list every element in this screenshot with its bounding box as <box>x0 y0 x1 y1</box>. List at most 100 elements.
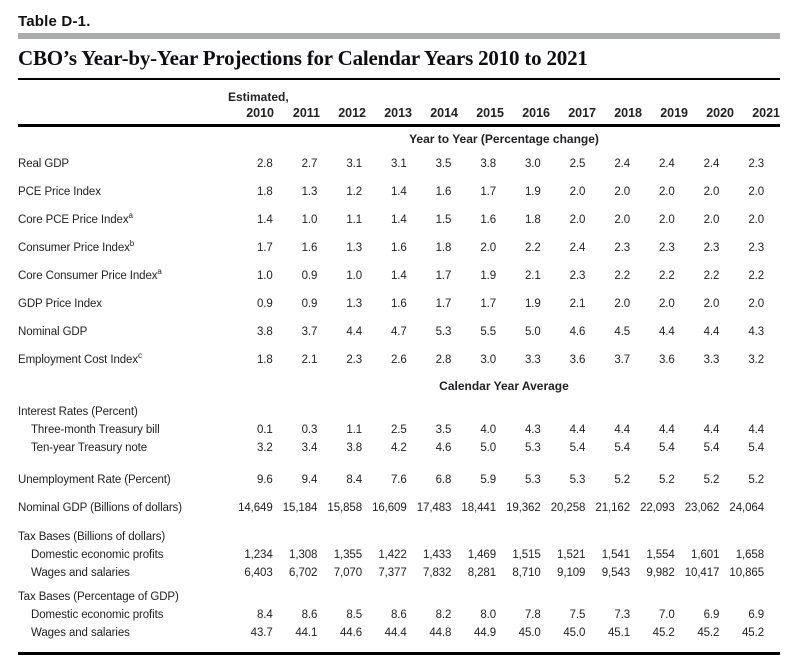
cell: 6.9 <box>748 609 764 621</box>
cell: 2.3 <box>748 158 764 170</box>
cell: 9,109 <box>557 567 586 579</box>
cell: 5.5 <box>480 326 496 338</box>
year-column-header: 2011 <box>292 106 320 120</box>
cell: 3.2 <box>748 354 764 366</box>
cell: 1.2 <box>346 186 362 198</box>
table-row: Three-month Treasury bill 0.1 0.3 1.1 2.5 3.5… <box>18 421 780 439</box>
cell: 1,601 <box>691 549 720 561</box>
cell: 2.2 <box>748 270 764 282</box>
cell: 3.0 <box>524 158 541 170</box>
year-column-header: 2021 <box>752 106 780 120</box>
cell: 2.5 <box>390 424 407 436</box>
cell: 3.6 <box>658 354 675 366</box>
cell: 44.1 <box>295 627 318 639</box>
table-row: Ten-year Treasury note 3.2 3.4 3.8 4.2 4.6 5.0… <box>18 439 780 457</box>
cell: 5.0 <box>524 326 541 338</box>
cell: 2.4 <box>569 242 586 254</box>
cell: 1.0 <box>256 270 273 282</box>
cell: 1,433 <box>423 549 452 561</box>
table-row: Domestic economic profits 1,234 1,308 1,355… <box>18 546 780 564</box>
cell: 1.8 <box>524 214 541 226</box>
cell: 2.0 <box>658 298 675 310</box>
table-row: Unemployment Rate (Percent) 9.6 9.4 8.4 7.6 6… <box>18 466 780 494</box>
cell: 24,064 <box>729 502 764 514</box>
table-row: Domestic economic profits 8.4 8.6 8.5 8.6 8.2… <box>18 606 780 624</box>
cell: 1,422 <box>378 549 407 561</box>
cell: 4.4 <box>748 424 764 436</box>
cell: 45.2 <box>742 627 764 639</box>
cell: 7.6 <box>390 474 407 486</box>
cell: 6.8 <box>435 474 452 486</box>
cell: 10,865 <box>729 567 764 579</box>
cell: 2.1 <box>524 270 541 282</box>
cell: 3.3 <box>524 354 541 366</box>
cell: 2.0 <box>614 186 630 198</box>
cell: 2.5 <box>569 158 586 170</box>
cell: 1.1 <box>346 214 362 226</box>
cell: 8,710 <box>512 567 541 579</box>
estimated-row: Estimated, <box>18 90 780 104</box>
table-row: Nominal GDP (Billions of dollars) 14,649 1… <box>18 494 780 522</box>
cell: 4.4 <box>703 326 720 338</box>
cell: 45.0 <box>518 627 541 639</box>
cell: 1,515 <box>512 549 541 561</box>
table-row: Core Consumer Price Indexa 1.0 0.9 1.0 1.4 1.… <box>18 262 780 290</box>
cell: 2.0 <box>614 298 630 310</box>
cell: 7.0 <box>658 609 675 621</box>
cell: 1,541 <box>601 549 630 561</box>
cell: 5.2 <box>614 474 630 486</box>
cell: 8.0 <box>480 609 496 621</box>
cell: 5.2 <box>748 474 764 486</box>
cell: 4.3 <box>524 424 541 436</box>
cell: 7.3 <box>614 609 630 621</box>
row-label: Unemployment Rate (Percent) <box>18 474 171 486</box>
cell: 19,362 <box>506 502 541 514</box>
cell: 2.0 <box>569 214 586 226</box>
cell: 5.3 <box>569 474 586 486</box>
estimated-label: Estimated, <box>228 90 289 104</box>
cell: 4.5 <box>614 326 630 338</box>
cell: 2.0 <box>703 186 720 198</box>
cell: 1.6 <box>480 214 496 226</box>
year-header-row: 2010 2011 2012 2013 2014 2015 2016 2017 2018 2019… <box>18 104 780 127</box>
cell: 1,469 <box>467 549 496 561</box>
cell: 4.4 <box>658 424 675 436</box>
cell: 8.6 <box>390 609 407 621</box>
row-label: GDP Price Index <box>18 298 102 310</box>
cell: 9,982 <box>646 567 675 579</box>
cell: 2.4 <box>614 158 630 170</box>
cell: 1.7 <box>435 298 452 310</box>
year-column-header: 2012 <box>338 106 366 120</box>
cell: 0.9 <box>301 298 318 310</box>
cell: 2.6 <box>390 354 407 366</box>
cell: 45.0 <box>563 627 586 639</box>
cell: 23,062 <box>684 502 720 514</box>
cell: 5.3 <box>435 326 452 338</box>
cell: 1.6 <box>301 242 318 254</box>
row-label: Three-month Treasury bill <box>31 424 160 436</box>
cell: 1.6 <box>390 298 407 310</box>
cell: 9,543 <box>601 567 630 579</box>
cell: 7,070 <box>333 567 362 579</box>
cell: 17,483 <box>416 502 452 514</box>
cell: 45.2 <box>697 627 720 639</box>
cell: 15,184 <box>282 502 318 514</box>
cell: 2.8 <box>435 354 452 366</box>
cell: 5.3 <box>524 442 541 454</box>
cell: 2.0 <box>658 214 675 226</box>
row-label: Consumer Price Indexb <box>18 239 135 254</box>
cell: 6.9 <box>703 609 720 621</box>
cell: 8.5 <box>346 609 362 621</box>
cell: 1,308 <box>289 549 318 561</box>
table-row: Wages and salaries 6,403 6,702 7,070 7,377 7,… <box>18 564 780 582</box>
cell: 3.5 <box>435 424 452 436</box>
table-row: Nominal GDP 3.8 3.7 4.4 4.7 5.3 5.5 5.0 4.6 4.5 4.… <box>18 318 780 346</box>
cell: 0.3 <box>301 424 318 436</box>
row-label: Tax Bases (Percentage of GDP) <box>18 591 179 603</box>
row-label: Domestic economic profits <box>31 609 164 621</box>
cell: 22,093 <box>640 502 675 514</box>
cell: 2.1 <box>301 354 318 366</box>
cell: 4.3 <box>748 326 764 338</box>
cell: 4.4 <box>569 424 586 436</box>
table-row: Interest Rates (Percent) <box>18 403 780 421</box>
